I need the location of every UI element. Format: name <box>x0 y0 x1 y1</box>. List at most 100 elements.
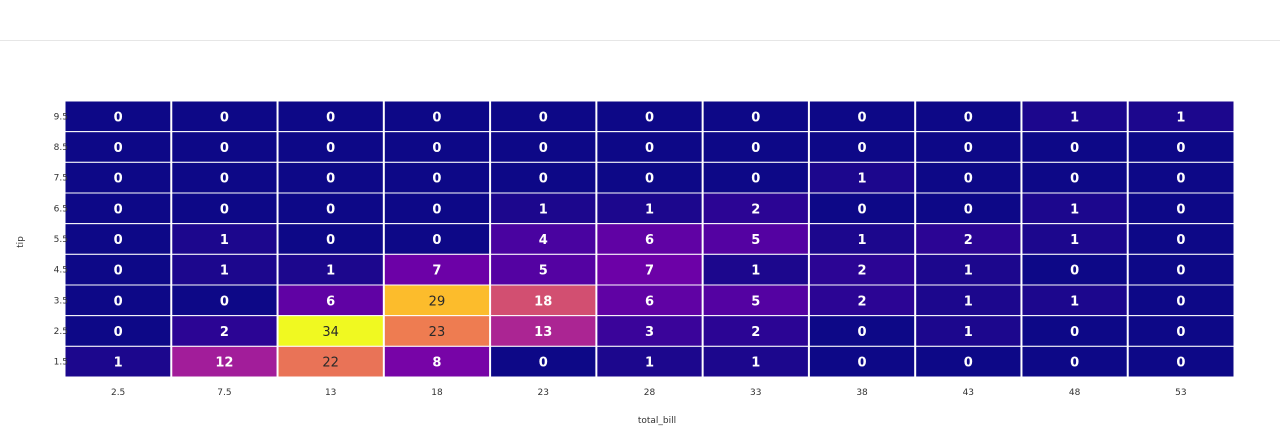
cell-value-label: 0 <box>964 172 973 187</box>
heatmap-cell <box>595 131 704 163</box>
cell-value-label: 0 <box>432 141 441 156</box>
cell-value-label: 5 <box>751 233 760 248</box>
cell-value-label: 0 <box>432 172 441 187</box>
cell-value-label: 0 <box>539 141 548 156</box>
header-divider <box>0 40 1280 41</box>
cell-value-label: 1 <box>858 233 867 248</box>
cell-value-label: 0 <box>858 202 867 217</box>
heatmap-cell <box>489 345 597 378</box>
y-tick-label: 1.5 <box>54 358 68 368</box>
cell-value-label: 0 <box>326 172 335 187</box>
heatmap-cell <box>170 131 279 163</box>
heatmap-cell <box>702 253 810 286</box>
cell-value-label: 0 <box>1070 356 1079 371</box>
heatmap-cell <box>489 223 597 255</box>
heatmap-cell <box>1020 100 1129 133</box>
cell-value-label: 0 <box>1176 141 1185 156</box>
cell-value-label: 6 <box>645 294 654 309</box>
heatmap-cell <box>595 161 704 194</box>
heatmap-cell <box>1127 131 1235 163</box>
cell-value-label: 1 <box>1070 202 1079 217</box>
heatmap-cell <box>595 345 704 378</box>
cell-value-label: 0 <box>220 172 229 187</box>
cell-value-label: 6 <box>326 294 335 309</box>
cell-value-label: 34 <box>322 325 339 340</box>
heatmap-cell <box>1127 345 1235 378</box>
cell-value-label: 1 <box>858 172 867 187</box>
cell-value-label: 0 <box>432 233 441 248</box>
cell-value-label: 0 <box>114 172 123 187</box>
cell-value-label: 0 <box>326 202 335 217</box>
cell-value-label: 22 <box>322 356 339 371</box>
cell-value-label: 0 <box>539 356 548 371</box>
cell-value-label: 5 <box>751 294 760 309</box>
cell-value-label: 0 <box>858 110 867 125</box>
heatmap-cell <box>170 253 279 286</box>
cell-value-label: 1 <box>645 356 654 371</box>
heatmap-cell <box>1127 315 1235 347</box>
x-tick-label: 13 <box>325 388 336 398</box>
x-tick-label: 7.5 <box>217 388 231 398</box>
heatmap-cell <box>914 315 1022 347</box>
cell-value-label: 1 <box>751 356 760 371</box>
cell-value-label: 0 <box>751 172 760 187</box>
cell-value-label: 0 <box>1176 356 1185 371</box>
cell-value-label: 29 <box>429 294 446 309</box>
x-tick-label: 38 <box>856 388 868 398</box>
heatmap-cell <box>277 345 385 378</box>
cell-value-label: 4 <box>539 233 548 248</box>
cell-value-label: 0 <box>964 110 973 125</box>
cell-value-label: 0 <box>964 141 973 156</box>
x-axis-ticks: 2.5 7.5 13 18 23 28 33 38 43 48 53 <box>111 388 1187 398</box>
heatmap-cell <box>64 161 172 194</box>
cell-value-label: 0 <box>964 202 973 217</box>
cell-value-label: 0 <box>645 141 654 156</box>
heatmap-cell <box>914 345 1022 378</box>
y-tick-label: 5.5 <box>54 235 68 245</box>
cell-value-label: 0 <box>114 325 123 340</box>
heatmap-cell <box>914 131 1022 163</box>
cell-value-label: 18 <box>534 294 552 309</box>
cell-value-label: 0 <box>220 294 229 309</box>
cell-value-label: 5 <box>539 264 548 279</box>
cell-value-label: 0 <box>432 110 441 125</box>
heatmap-cell <box>808 131 916 163</box>
heatmap-cell <box>808 345 916 378</box>
cell-value-label: 0 <box>114 264 123 279</box>
heatmap-cell <box>1127 284 1235 317</box>
x-tick-label: 2.5 <box>111 388 125 398</box>
cell-value-label: 0 <box>858 141 867 156</box>
cell-value-label: 0 <box>114 202 123 217</box>
cell-value-label: 0 <box>1070 325 1079 340</box>
cell-value-label: 0 <box>114 141 123 156</box>
cell-value-label: 0 <box>1070 141 1079 156</box>
cell-value-label: 0 <box>751 110 760 125</box>
y-axis-ticks: 9.5 8.5 7.5 6.5 5.5 4.5 3.5 2.5 1.5 <box>54 112 68 367</box>
cell-value-label: 0 <box>432 202 441 217</box>
y-tick-label: 8.5 <box>54 143 68 153</box>
cell-value-label: 3 <box>645 325 654 340</box>
x-axis-title: total_bill <box>638 416 676 426</box>
cell-value-label: 0 <box>220 141 229 156</box>
cell-value-label: 23 <box>429 325 446 340</box>
heatmap-cell <box>1020 345 1129 378</box>
heatmap-cell <box>489 192 597 225</box>
x-tick-label: 53 <box>1175 388 1186 398</box>
cell-value-label: 0 <box>539 172 548 187</box>
heatmap-cell <box>383 284 491 317</box>
cell-value-label: 8 <box>432 356 441 371</box>
y-axis-title: tip <box>16 236 26 248</box>
cell-value-label: 1 <box>964 325 973 340</box>
cell-value-label: 0 <box>1176 325 1185 340</box>
heatmap-cell <box>702 131 810 163</box>
heatmap-cells: 0 0 0 0 0 0 0 0 0 1 1 0 0 0 0 0 0 0 0 0 0 0 0 0 0 0 0 0 0 1 0 0 0 0 0 0 0 1 1 2… <box>64 100 1235 378</box>
cell-value-label: 1 <box>1070 233 1079 248</box>
heatmap-cell <box>170 284 279 317</box>
cell-value-label: 0 <box>1176 264 1185 279</box>
cell-value-label: 13 <box>534 325 552 340</box>
x-tick-label: 23 <box>538 388 549 398</box>
cell-value-label: 0 <box>220 202 229 217</box>
cell-value-label: 0 <box>114 294 123 309</box>
cell-value-label: 1 <box>964 294 973 309</box>
cell-value-label: 0 <box>645 110 654 125</box>
